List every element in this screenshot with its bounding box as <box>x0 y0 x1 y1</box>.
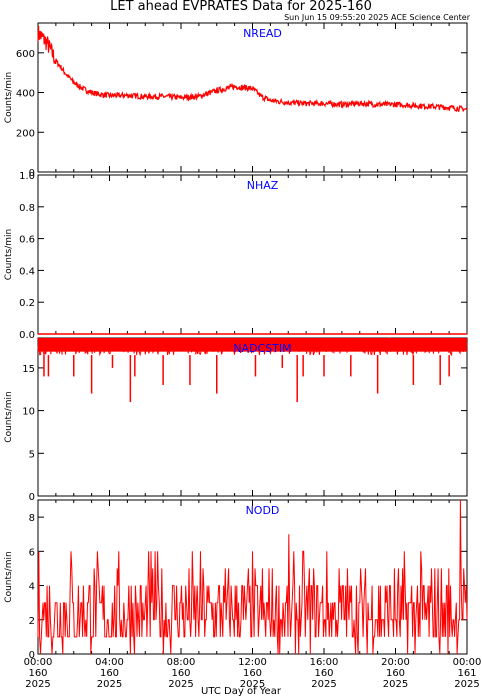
panel-label-nhaz: NHAZ <box>247 179 279 192</box>
x-tick-year: 2025 <box>168 679 193 690</box>
x-tick-year: 2025 <box>383 679 408 690</box>
x-tick-year: 2025 <box>97 679 122 690</box>
x-tick-year: 2025 <box>25 679 50 690</box>
y-axis-label: Counts/min <box>4 72 14 123</box>
nodd-series-line <box>37 499 468 655</box>
y-tick-label: 2 <box>29 616 35 627</box>
y-tick-label: 400 <box>16 89 35 100</box>
y-axis-label: Counts/min <box>4 551 14 602</box>
x-tick-time: 20:00 <box>381 657 410 668</box>
panel-label-nread: NREAD <box>243 27 282 40</box>
x-tick-doy: 160 <box>314 668 333 679</box>
x-tick-year: 2025 <box>311 679 336 690</box>
y-tick-label: 5 <box>29 449 35 460</box>
y-tick-label: 0 <box>29 650 35 661</box>
y-tick-label: 0.6 <box>19 235 35 246</box>
x-tick-year: 2025 <box>240 679 265 690</box>
y-tick-label: 0.2 <box>19 298 35 309</box>
x-tick-time: 00:00 <box>453 657 482 668</box>
y-tick-label: 6 <box>29 547 35 558</box>
y-tick-label: 600 <box>16 49 35 60</box>
y-tick-label: 0.0 <box>19 330 35 341</box>
panel-label-nodd: NODD <box>246 504 280 517</box>
x-tick-time: 16:00 <box>310 657 339 668</box>
y-tick-label: 8 <box>29 513 35 524</box>
panel-frame-0 <box>37 22 468 173</box>
x-tick-doy: 160 <box>386 668 405 679</box>
y-tick-label: 0 <box>29 168 35 179</box>
x-tick-time: 12:00 <box>238 657 267 668</box>
x-tick-doy: 160 <box>100 668 119 679</box>
y-axis-label: Counts/min <box>4 391 14 442</box>
x-tick-doy: 160 <box>171 668 190 679</box>
nadcstim-series-line <box>37 337 468 357</box>
x-tick-doy: 160 <box>28 668 47 679</box>
x-tick-time: 00:00 <box>24 657 53 668</box>
panel-frame-2 <box>37 337 468 497</box>
panel-label-nadcstim: NADCSTIM <box>233 342 291 355</box>
x-tick-time: 04:00 <box>95 657 124 668</box>
y-tick-label: 0 <box>29 492 35 503</box>
x-axis-label: UTC Day of Year <box>201 686 281 697</box>
x-tick-year: 2025 <box>454 679 479 690</box>
nread-series-line <box>37 25 468 113</box>
y-tick-label: 0.4 <box>19 266 35 277</box>
y-tick-label: 1.0 <box>19 171 35 182</box>
y-tick-label: 10 <box>22 407 35 418</box>
timestamp-label: Sun Jun 15 09:55:20 2025 ACE Science Cen… <box>284 13 470 22</box>
x-tick-doy: 161 <box>457 668 476 679</box>
chart-title: LET ahead EVPRATES Data for 2025-160 <box>110 0 372 14</box>
x-tick-time: 08:00 <box>167 657 196 668</box>
panel-frame-1 <box>37 174 468 335</box>
y-tick-label: 4 <box>29 582 35 593</box>
x-tick-doy: 160 <box>243 668 262 679</box>
y-axis-label: Counts/min <box>4 229 14 280</box>
y-tick-label: 15 <box>22 364 35 375</box>
y-tick-label: 200 <box>16 128 35 139</box>
y-tick-label: 0.8 <box>19 203 35 214</box>
